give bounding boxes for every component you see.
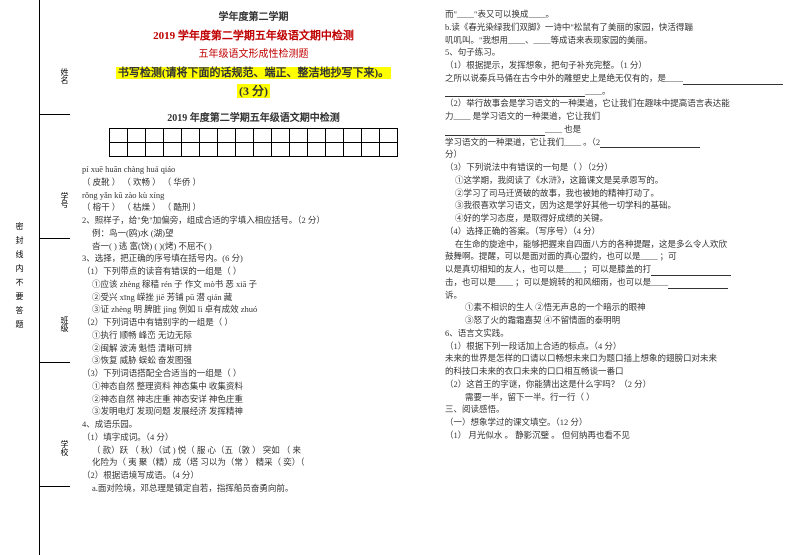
text-line: ②神态自然 神志庄重 神态安详 神色庄重: [82, 393, 425, 406]
side-label-school: 学校: [40, 440, 70, 487]
text-line: ①素不相识的生人 ②悟无声息的一个暗示的眼神: [445, 301, 788, 314]
score-line: (3 分): [82, 82, 425, 99]
text-line: 的科技口未来的衣口未来的口口相互畅谈一番口: [445, 365, 788, 378]
text-line: ③证 zhèng 明 脾脏 jìng 例如 lì 卓有成效 zhuó: [82, 303, 425, 316]
text-line: （2）举行故事会是学习语文的一种渠道，它让我们在趣味中提高语言表达能: [445, 97, 788, 110]
text-line: （2）这首王的字谜，你能猜出这是什么字吗？（2 分）: [445, 378, 788, 391]
text-line: a.面对险境，邓总理是镇定自若，指挥船员奋勇向前。: [82, 482, 425, 495]
text-line: ②学习了司马迁贤破的故事，我也被她的精神打动了。: [445, 187, 788, 200]
text-line: 之所以说秦兵马俑在古今中外的雕塑史上是绝无仅有的，是____: [445, 72, 788, 85]
text-line: 学习语文的一种渠道，它让我们____ 。（2: [445, 136, 788, 149]
text-line: 三、阅读感悟。: [445, 403, 788, 416]
text-line: rǒng yǎn kū zào kù xíng: [82, 189, 425, 202]
text-line: （ 款）跃 （ 秋）（试 ) 悦（ 服 心（五（敦 ） 突如 （ 来: [82, 444, 425, 457]
text-line: ____。: [445, 85, 788, 98]
text-line: 化险为（ 夷 聚（精）成（塔 习以为（常 ） 精采（ 奕）（: [82, 456, 425, 469]
text-line: pí xuē huān chàng huá qiáo: [82, 163, 425, 176]
text-line: （3）下列词语搭配全合适当的一组是（ ）: [82, 367, 425, 380]
text-line: 而"____"表又可以换成____。: [445, 8, 788, 21]
exam-title: 2019 学年度第二学期五年级语文期中检测: [82, 27, 425, 43]
blank-line[interactable]: [445, 88, 585, 97]
text-line: ②闽解 波涛 魁悟 清晰可辨: [82, 342, 425, 355]
page-body: 学年度第二学期 2019 学年度第二学期五年级语文期中检测 五年级语文形成性检测…: [70, 0, 800, 555]
text-line: 4、成语乐园。: [82, 418, 425, 431]
text-line: ④好的学习态度，是取得好成绩的关键。: [445, 212, 788, 225]
text-line: 未来的世界是怎样的口请以口畅想未来口为题口插上想象的翅膀口对未来: [445, 352, 788, 365]
blank-line[interactable]: [445, 127, 545, 136]
text-line: ①应该 zhèng 稼穑 rén 子 作文 mò书 恶 xiā 子: [82, 278, 425, 291]
writing-grid: [109, 128, 398, 157]
text-line: ③我很喜欢学习语文，因为这是学好其他一切学科的基础。: [445, 199, 788, 212]
text-line: ____ 也是: [445, 123, 788, 136]
text-line: （3）下列说法中有错误的一句是（ ）（2分）: [445, 161, 788, 174]
text-line: ①这学期，我阅读了《水浒》，这篇课文是吴承恩写的。: [445, 174, 788, 187]
text-line: 叽叽叫。"我想用____、____等成语来表现家园的美丽。: [445, 34, 788, 47]
text-line: （ 榕干 ） （ 枯燥 ） （ 酷刑 ）: [82, 201, 425, 214]
text-line: （ 皮靴 ） （ 欢畅 ） （ 华侨 ）: [82, 176, 425, 189]
side-label-id: 学号: [40, 192, 70, 239]
writing-instruction: 书写检测(请将下面的话规范、端正、整洁地抄写下来)。: [82, 64, 425, 80]
text-line: 力____ 是学习语文的一种渠道，它让我们: [445, 110, 788, 123]
text-line: 在生命的旋途中，能够把握来自四面八方的各种提醒，这是多么令人欢欣: [445, 238, 788, 251]
text-line: （4）选择正确的答案。（写序号）（4 分）: [445, 225, 788, 238]
text-line: ③恢复 威胁 蜈蚣 奋发图强: [82, 354, 425, 367]
section-subtitle: 2019 年度第二学期五年级语文期中检测: [82, 109, 425, 124]
text-line: 2、照样子，给"免"加偏旁，组成合适的字填入相应括号。（2 分）: [82, 214, 425, 227]
side-label-class: 班级: [40, 316, 70, 363]
left-column: 学年度第二学期 2019 学年度第二学期五年级语文期中检测 五年级语文形成性检测…: [82, 8, 425, 547]
text-line: （1）下列带点的读音有错误的一组是（ ）: [82, 265, 425, 278]
score-highlight: (3 分): [237, 84, 270, 98]
text-line: 击，也可以是____ ；可以是婉转的和风细雨，也可以是____: [445, 276, 788, 289]
blank-line[interactable]: [651, 267, 731, 276]
text-line: 分）: [445, 148, 788, 161]
instruction-highlight: 书写检测(请将下面的话规范、端正、整洁地抄写下来)。: [116, 67, 391, 79]
binding-text: 密封线内不要答题: [14, 222, 25, 334]
blank-line[interactable]: [683, 76, 783, 85]
text-line: 以是真切相知的友人，也可以是____ ；可以是膝盖的打: [445, 263, 788, 276]
text-line: ②受兴 xīng 嵘挫 jiē 芳铺 pū 潜 qián 藏: [82, 291, 425, 304]
text-line: b.读《春光染绿我们双脚》一诗中"松鼠有了美丽的家园，快活得蹦: [445, 21, 788, 34]
text-line: （2）下列词语中有错别字的一组是（ ）: [82, 316, 425, 329]
exam-subtitle: 五年级语文形成性检测题: [82, 45, 425, 60]
text-line: （1） 月光似水 。 静影沉璧 。 但何纳再也看不见: [445, 429, 788, 442]
text-line: ①神态自然 整理资料 神态集中 收集资料: [82, 380, 425, 393]
text-line: 5、句子练习。: [445, 46, 788, 59]
text-line: （2）根据语境写成语。（4 分）: [82, 469, 425, 482]
text-line: （一）想象学过的课文填空。（12 分）: [445, 416, 788, 429]
side-label-column: 姓名 学号 班级 学校: [40, 0, 70, 555]
text-line: 6、语言文实践。: [445, 327, 788, 340]
blank-line[interactable]: [668, 280, 728, 289]
text-line: ③怒了火的霜霜嘉契 ④不留情面的泰明明: [445, 314, 788, 327]
text-line: 例：鸟一(鸥)水 (湖)望: [82, 227, 425, 240]
semester-title: 学年度第二学期: [82, 8, 425, 23]
text-line: 沓一( ) 逃 富(饶) ( )(烤) 不屈不( ): [82, 240, 425, 253]
binding-margin: 密封线内不要答题: [0, 0, 40, 555]
text-line: ①执行 顺畅 峰峦 无边无际: [82, 329, 425, 342]
text-line: （1）根据提示，发挥想象，把句子补充完整。（1 分）: [445, 59, 788, 72]
right-column: 而"____"表又可以换成____。 b.读《春光染绿我们双脚》一诗中"松鼠有了…: [445, 8, 788, 547]
text-line: ③发明电灯 发现问题 发展经济 发挥精神: [82, 405, 425, 418]
text-line: 诉。: [445, 289, 788, 302]
text-line: 3、选择，把正确的序号填在括号内。(6 分): [82, 252, 425, 265]
text-line: （1）填字成词。（4 分）: [82, 431, 425, 444]
blank-line[interactable]: [600, 139, 700, 148]
side-label-name: 姓名: [40, 68, 70, 115]
text-line: （1）根据下列一段话加上合适的标点。（4 分）: [445, 340, 788, 353]
text-line: 鼓舞啊。提醒，可以是面对面的真心盟约，也可以是____ ；可: [445, 250, 788, 263]
text-line: 需要一半，留下一半。行一行（ ）: [445, 391, 788, 404]
